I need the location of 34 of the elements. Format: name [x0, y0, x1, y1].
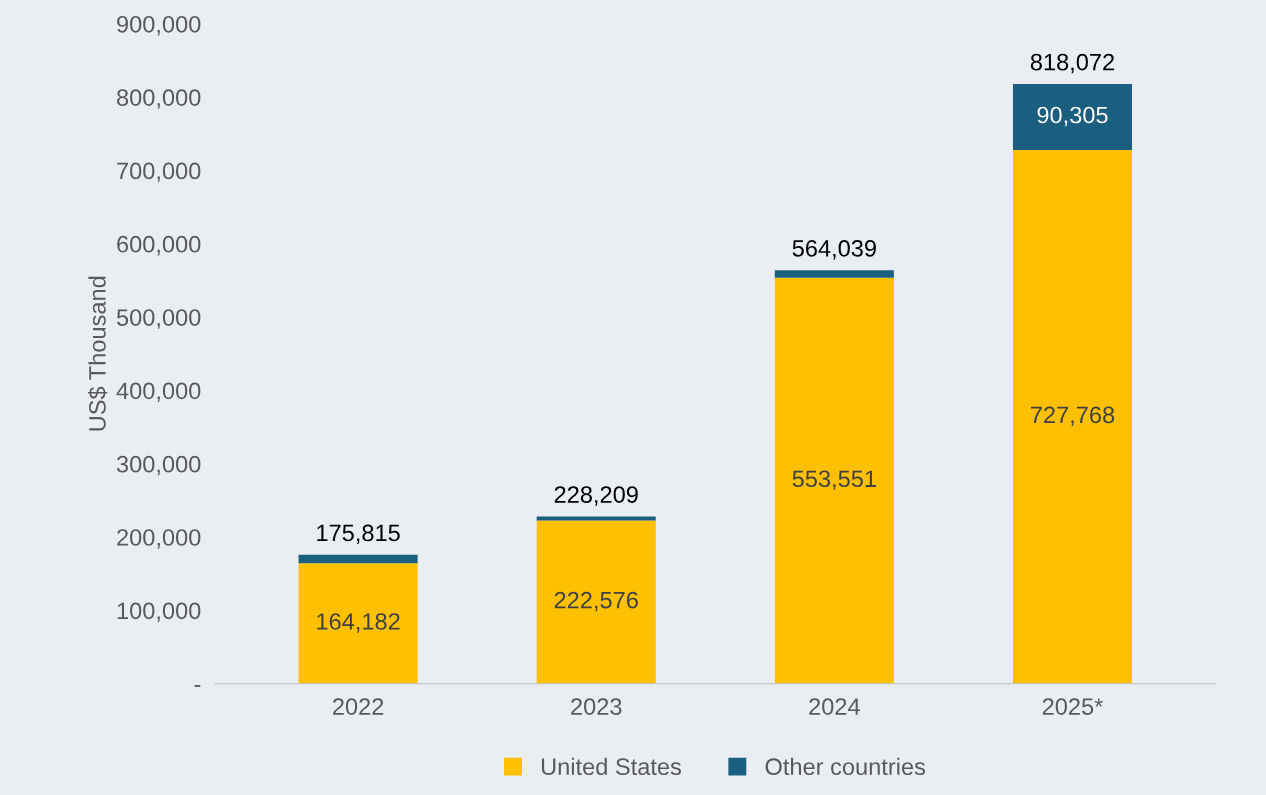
bar: [1012, 83, 1133, 151]
y-tick-label: 800,000: [117, 89, 201, 109]
x-tick-label: 2022: [333, 698, 384, 715]
total-label: 175,815: [317, 524, 400, 545]
data-label: 222,576: [554, 591, 638, 612]
legend-label: Other countries: [765, 757, 926, 776]
y-tick-label: 600,000: [117, 235, 201, 256]
bar: [536, 520, 656, 684]
y-tick-label: 500,000: [116, 309, 201, 329]
legend-label: United States: [541, 757, 681, 776]
y-tick-label: 200,000: [117, 529, 201, 549]
x-tick-label: 2023: [571, 698, 622, 715]
x-tick-label: 2024: [809, 698, 860, 715]
bar: [298, 563, 418, 684]
bar: [536, 516, 656, 521]
bar: [774, 277, 894, 684]
y-tick-label: 700,000: [117, 162, 201, 183]
y-tick-label: -: [194, 685, 201, 687]
y-tick-label: 100,000: [117, 602, 201, 622]
total-label: 228,209: [554, 486, 638, 506]
total-label: 564,039: [792, 239, 876, 260]
y-tick-label: 300,000: [116, 455, 201, 476]
data-label: 553,551: [792, 470, 876, 490]
data-label: 164,182: [317, 613, 400, 633]
bar: [774, 270, 894, 278]
data-label: 90,305: [1037, 106, 1108, 127]
bar: [298, 554, 418, 564]
y-axis-title: US$ Thousand: [88, 276, 108, 431]
x-tick-label: 2025*: [1042, 698, 1103, 715]
bar: [1012, 150, 1133, 684]
y-tick-label: 900,000: [117, 15, 201, 36]
y-tick-label: 400,000: [116, 382, 201, 403]
total-label: 818,072: [1030, 53, 1114, 74]
data-label: 727,768: [1031, 406, 1115, 427]
